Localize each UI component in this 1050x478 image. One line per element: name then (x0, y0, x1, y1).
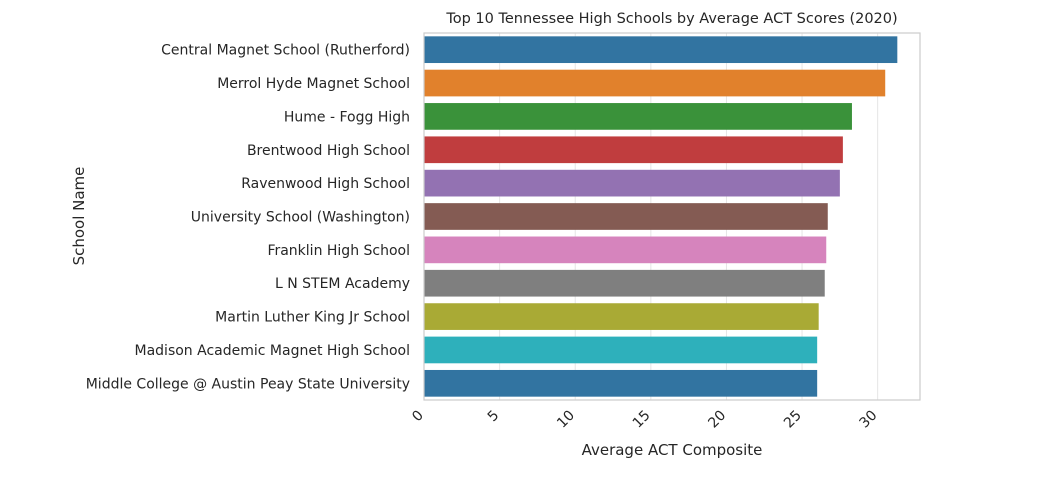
bar (424, 169, 840, 197)
category-label: Middle College @ Austin Peay State Unive… (86, 376, 410, 392)
plot-frame (423, 32, 921, 401)
category-label: Madison Academic Magnet High School (135, 343, 410, 359)
category-label: L N STEM Academy (275, 276, 410, 292)
x-tick-label: 10 (554, 408, 578, 432)
x-tick-label: 20 (705, 408, 729, 432)
category-label: Ravenwood High School (241, 176, 410, 192)
x-tick-label: 0 (409, 408, 427, 426)
category-label: Martin Luther King Jr School (215, 310, 410, 326)
x-tick-label: 30 (857, 408, 881, 432)
bar (424, 203, 828, 230)
bar (424, 136, 843, 164)
bar (424, 336, 818, 364)
x-tick-labels: 0 5 10 15 20 25 30 (409, 408, 880, 432)
chart-title: Top 10 Tennessee High Schools by Average… (445, 11, 897, 27)
x-axis-label: Average ACT Composite (582, 441, 763, 459)
category-label: Franklin High School (267, 243, 410, 259)
x-tick-label: 15 (630, 408, 654, 432)
category-label: Hume - Fogg High (284, 109, 410, 125)
x-tick-label: 5 (485, 408, 503, 426)
bar (424, 103, 852, 130)
category-labels: Central Magnet School (Rutherford) Merrol… (86, 43, 410, 393)
bar (424, 269, 825, 297)
category-label: Merrol Hyde Magnet School (217, 76, 410, 92)
category-label: Central Magnet School (Rutherford) (161, 43, 410, 59)
bar (424, 69, 886, 97)
x-tick-label: 25 (781, 408, 805, 432)
bar (424, 369, 818, 397)
y-axis-label: School Name (70, 167, 88, 266)
bar (424, 303, 819, 330)
category-label: University School (Washington) (191, 210, 410, 226)
bar (424, 236, 827, 264)
bars (424, 36, 898, 397)
category-label: Brentwood High School (247, 143, 410, 159)
bar (424, 36, 898, 64)
